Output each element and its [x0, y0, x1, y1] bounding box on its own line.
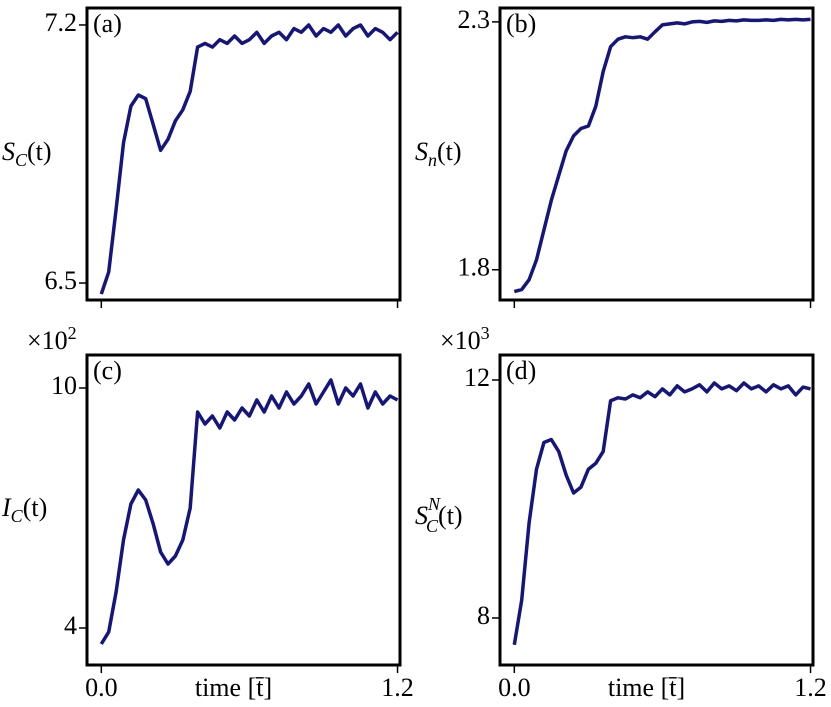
y-tick-label: 8 [477, 601, 490, 630]
y-label-args: (t) [437, 137, 462, 166]
axis-multiplier: ×103 [440, 323, 490, 355]
panel-label: (c) [93, 356, 122, 385]
x-axis-label: time [t̄] [608, 673, 685, 702]
y-tick-label: 2.3 [458, 5, 491, 34]
y-label-sub: C [426, 516, 439, 536]
y-label-main: S [2, 137, 15, 166]
x-tick-label: 1.2 [381, 673, 414, 702]
y-tick-label: 10 [51, 371, 77, 400]
plot-frame [85, 6, 402, 302]
y-label-main: S [415, 137, 428, 166]
y-axis-label: SC(t) [2, 137, 52, 170]
y-label-sup: N [427, 494, 441, 514]
y-axis-label: SN C(t) [415, 494, 463, 536]
panel-label: (d) [506, 356, 536, 385]
x-tick-label: 0.0 [498, 673, 531, 702]
x-tick-label: 0.0 [85, 673, 118, 702]
y-label-sub: C [15, 150, 28, 170]
axis-multiplier: ×102 [27, 323, 77, 355]
data-line [512, 381, 811, 646]
y-label-main: I [1, 493, 12, 522]
y-tick-label: 6.5 [45, 266, 78, 295]
y-label-args: (t) [27, 137, 52, 166]
y-label-sub: n [428, 150, 437, 170]
y-axis-label: Sn(t) [415, 137, 462, 170]
plot-frame [498, 353, 815, 667]
plot-frame [85, 353, 402, 667]
data-line [99, 23, 399, 295]
y-axis-label: IC(t) [1, 493, 47, 526]
y-label-args: (t) [438, 501, 463, 530]
panel-label: (b) [506, 9, 536, 38]
y-tick-label: 4 [64, 611, 77, 640]
y-tick-label: 12 [464, 363, 490, 392]
multiplier-exponent: 3 [481, 323, 490, 343]
plot-frame [498, 6, 815, 302]
x-axis-label: time [t̄] [195, 673, 272, 702]
y-label-args: (t) [23, 493, 48, 522]
y-label-sub: C [11, 506, 24, 526]
multiplier-base: ×10 [27, 326, 68, 355]
y-tick-label: 1.8 [458, 253, 491, 282]
multiplier-base: ×10 [440, 326, 481, 355]
data-line [513, 17, 811, 294]
multiplier-exponent: 2 [68, 323, 77, 343]
data-line [99, 378, 399, 645]
panel-label: (a) [93, 9, 122, 38]
x-tick-label: 1.2 [794, 673, 827, 702]
y-label-main: S [415, 501, 428, 530]
y-tick-label: 7.2 [45, 8, 78, 37]
